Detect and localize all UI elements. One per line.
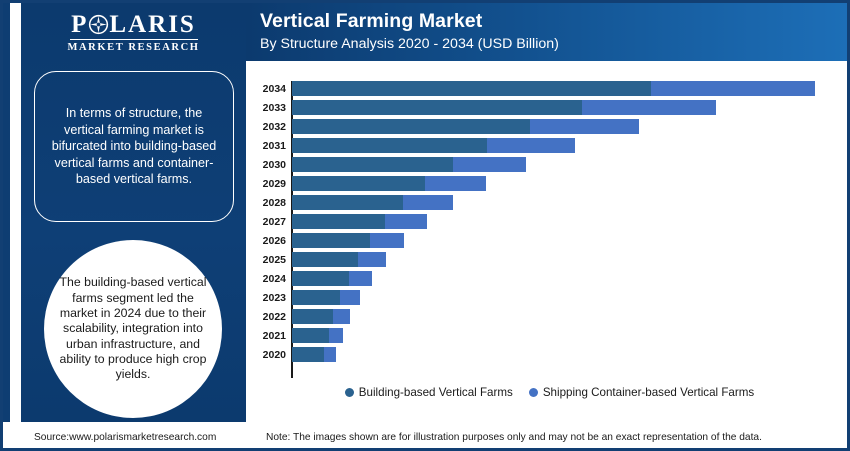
chart-bar-segment bbox=[486, 138, 576, 153]
chart-legend-label: Building-based Vertical Farms bbox=[358, 386, 513, 399]
chart-bar-segment bbox=[425, 176, 486, 191]
legend-swatch-icon bbox=[344, 388, 354, 397]
header-band: Vertical Farming Market By Structure Ana… bbox=[246, 3, 847, 61]
chart-bar-row: 2022 bbox=[246, 309, 847, 328]
left-accent-rail bbox=[3, 3, 10, 448]
callout-structure-text: In terms of structure, the vertical farm… bbox=[51, 106, 217, 187]
chart-y-tick-label: 2025 bbox=[262, 254, 286, 266]
chart-y-tick-label: 2021 bbox=[262, 330, 286, 342]
chart-bar-segment bbox=[358, 252, 387, 267]
chart-bar-segment bbox=[530, 119, 640, 134]
brand-name-part2: LARIS bbox=[109, 11, 196, 38]
chart-bar-row: 2030 bbox=[246, 157, 847, 176]
chart-bar-row: 2031 bbox=[246, 138, 847, 157]
chart-bar-row: 2034 bbox=[246, 81, 847, 100]
brand-tagline: MARKET RESEARCH bbox=[67, 42, 200, 53]
chart-bar-row: 2033 bbox=[246, 100, 847, 119]
chart-bar-row: 2026 bbox=[246, 233, 847, 252]
chart-bar-row: 2021 bbox=[246, 328, 847, 347]
chart-bar-row: 2032 bbox=[246, 119, 847, 138]
chart-bar-row: 2024 bbox=[246, 271, 847, 290]
chart-bar-segment bbox=[340, 290, 361, 305]
chart-y-tick-label: 2028 bbox=[262, 197, 286, 209]
chart-y-tick-label: 2026 bbox=[262, 235, 286, 247]
brand-divider bbox=[69, 39, 198, 40]
footer: Source:www.polarismarketresearch.com Not… bbox=[3, 422, 847, 448]
chart-y-tick-label: 2033 bbox=[262, 102, 286, 114]
page-title: Vertical Farming Market bbox=[260, 10, 483, 32]
page-subtitle: By Structure Analysis 2020 - 2034 (USD B… bbox=[260, 36, 559, 52]
chart-bar-segment bbox=[333, 309, 350, 324]
chart-legend: Building-based Vertical Farms Shipping Co… bbox=[246, 386, 847, 399]
chart-plot-area: 2034 2033 2032 2031 2030 2029 2028 2027 2026 2025… bbox=[246, 81, 847, 381]
chart-y-tick-label: 2023 bbox=[262, 292, 286, 304]
chart-bar-segment bbox=[292, 328, 329, 343]
chart-bar-segment bbox=[385, 214, 427, 229]
chart-bar-segment bbox=[582, 100, 716, 115]
chart-bars: 2034 2033 2032 2031 2030 2029 2028 2027 2026 2025… bbox=[246, 81, 847, 366]
chart-bar-segment bbox=[328, 328, 343, 343]
chart-bar-row: 2027 bbox=[246, 214, 847, 233]
callout-segment-text: The building-based vertical farms segmen… bbox=[59, 275, 207, 382]
brand-name-part1: P bbox=[71, 11, 89, 38]
chart-bar-segment bbox=[292, 309, 334, 324]
chart-bar-segment bbox=[402, 195, 453, 210]
chart-bar-segment bbox=[292, 252, 359, 267]
brand-logo: P LARIS MARKET RESEARCH bbox=[21, 11, 246, 59]
chart-legend-item: Shipping Container-based Vertical Farms bbox=[528, 386, 755, 399]
chart-bar-segment bbox=[292, 214, 386, 229]
chart-bar-row: 2023 bbox=[246, 290, 847, 309]
callout-segment-circle: The building-based vertical farms segmen… bbox=[44, 240, 222, 418]
chart-bar-row: 2028 bbox=[246, 195, 847, 214]
chart-y-tick-label: 2030 bbox=[262, 159, 286, 171]
chart-y-tick-label: 2022 bbox=[262, 311, 286, 323]
chart-bar-segment bbox=[292, 195, 403, 210]
chart-bar-row: 2020 bbox=[246, 347, 847, 366]
chart-bar-segment bbox=[292, 290, 341, 305]
chart-bar-segment bbox=[452, 157, 526, 172]
chart-y-tick-label: 2020 bbox=[262, 349, 286, 361]
footer-note: Note: The images shown are for illustrat… bbox=[266, 432, 762, 443]
chart-y-tick-label: 2031 bbox=[262, 140, 286, 152]
chart-bar-row: 2025 bbox=[246, 252, 847, 271]
chart-y-axis bbox=[291, 81, 293, 378]
chart-legend-label: Shipping Container-based Vertical Farms bbox=[542, 386, 755, 399]
chart-bar-segment bbox=[292, 81, 651, 96]
chart-bar-segment bbox=[369, 233, 405, 248]
chart-bar-segment bbox=[292, 157, 453, 172]
chart-y-tick-label: 2024 bbox=[262, 273, 286, 285]
chart-bar-segment bbox=[650, 81, 815, 96]
chart-bar-segment bbox=[292, 233, 370, 248]
callout-structure-box: In terms of structure, the vertical farm… bbox=[34, 71, 234, 222]
chart-bar-segment bbox=[292, 347, 324, 362]
chart-legend-item: Building-based Vertical Farms bbox=[344, 386, 513, 399]
chart-bar-segment bbox=[292, 176, 426, 191]
brand-name: P LARIS bbox=[71, 11, 196, 38]
chart-bar-segment bbox=[292, 100, 583, 115]
chart-y-tick-label: 2029 bbox=[262, 178, 286, 190]
chart-bar-segment bbox=[323, 347, 336, 362]
footer-source: Source:www.polarismarketresearch.com bbox=[34, 432, 217, 443]
chart-bar-segment bbox=[292, 119, 531, 134]
chart-bar-row: 2029 bbox=[246, 176, 847, 195]
chart-container: 2034 2033 2032 2031 2030 2029 2028 2027 2026 2025… bbox=[246, 61, 847, 422]
chart-y-tick-label: 2027 bbox=[262, 216, 286, 228]
chart-y-tick-label: 2032 bbox=[262, 121, 286, 133]
chart-bar-segment bbox=[292, 271, 349, 286]
chart-bar-segment bbox=[348, 271, 373, 286]
compass-star-icon bbox=[88, 14, 109, 35]
chart-bar-segment bbox=[292, 138, 487, 153]
chart-y-tick-label: 2034 bbox=[262, 83, 286, 95]
legend-swatch-icon bbox=[528, 388, 538, 397]
